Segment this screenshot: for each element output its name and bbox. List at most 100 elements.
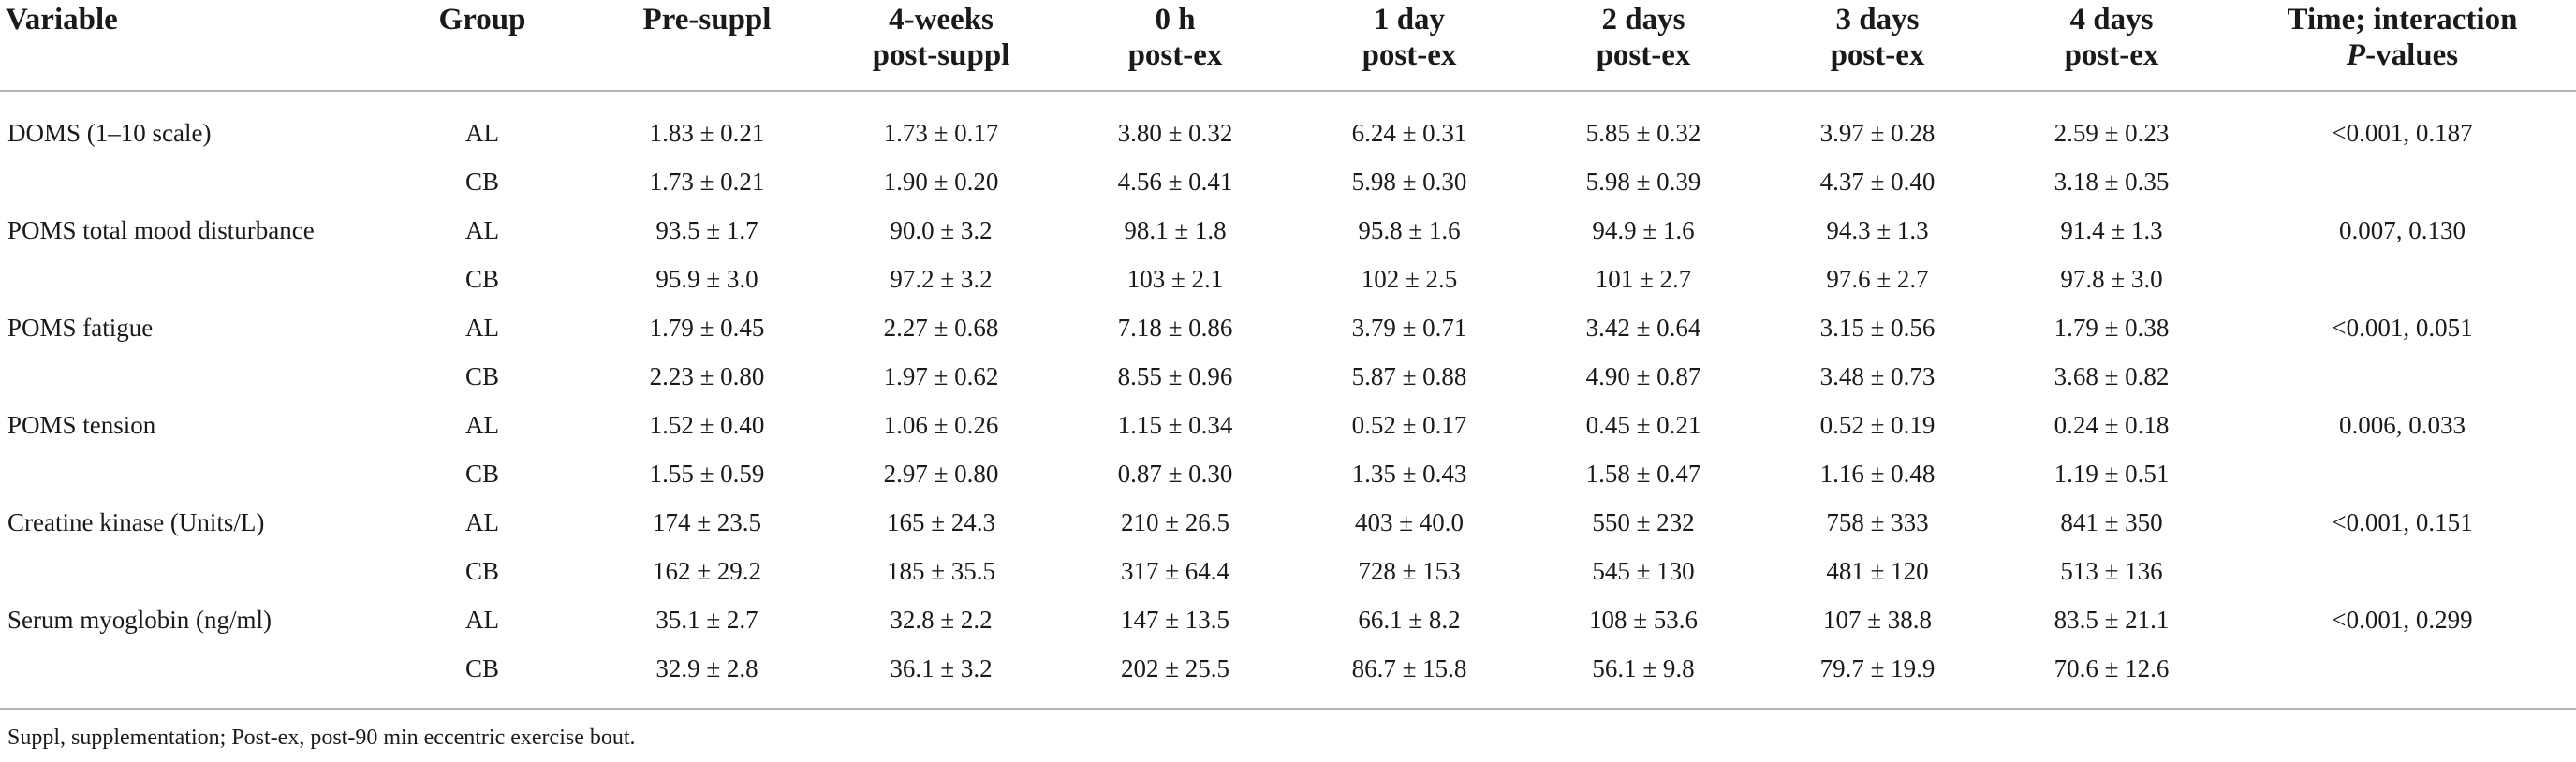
table-cell-variable	[0, 449, 375, 498]
p-letter: P	[2346, 38, 2366, 72]
table-row: CB 1.73 ± 0.21 1.90 ± 0.20 4.56 ± 0.41 5.98 …	[0, 157, 2576, 206]
table-cell-3-days-post-ex: 79.7 ± 19.9	[1760, 644, 1995, 710]
table-cell-pre-suppl: 1.73 ± 0.21	[649, 167, 765, 196]
table-cell-4-days-post-ex: 0.24 ± 0.18	[2053, 410, 2170, 439]
table-row: CB 1.55 ± 0.59 2.97 ± 0.80 0.87 ± 0.30 1.35 …	[0, 449, 2576, 498]
table-cell-time-interaction-p-values: <0.001, 0.051	[2332, 313, 2473, 342]
table-cell-4-days-post-ex: 841 ± 350	[2060, 507, 2163, 536]
table-cell-4-weeks-post-suppl: 36.1 ± 3.2	[824, 644, 1058, 710]
table-cell-4-weeks-post-suppl: 1.97 ± 0.62	[883, 361, 999, 390]
table-cell-3-days-post-ex: 0.52 ± 0.19	[1819, 410, 1936, 439]
table-cell-0h-post-ex: 4.56 ± 0.41	[1117, 167, 1233, 196]
table-cell-1-day-post-ex: 3.79 ± 0.71	[1351, 313, 1467, 342]
header-2-days-post-ex: 2 days post-ex	[1526, 0, 1760, 92]
header-pre-suppl: Pre-suppl	[590, 0, 824, 92]
table-cell-2-days-post-ex: 4.90 ± 0.87	[1585, 361, 1701, 390]
table-cell-3-days-post-ex: 3.97 ± 0.28	[1819, 118, 1936, 147]
table-cell-group: AL	[465, 313, 499, 342]
table-cell-1-day-post-ex: 95.8 ± 1.6	[1358, 215, 1461, 244]
table-cell-4-weeks-post-suppl: 2.27 ± 0.68	[883, 313, 999, 342]
table-cell-2-days-post-ex: 550 ± 232	[1592, 507, 1695, 536]
table-cell-group: AL	[465, 507, 499, 536]
table-cell-4-days-post-ex: 1.19 ± 0.51	[2053, 459, 2170, 488]
table-row: CB 32.9 ± 2.8 36.1 ± 3.2 202 ± 25.5 86.7 ± 1…	[0, 644, 2576, 710]
table-cell-pre-suppl: 93.5 ± 1.7	[655, 215, 758, 244]
table-cell-pre-suppl: 32.9 ± 2.8	[590, 644, 824, 710]
table-cell-0h-post-ex: 3.80 ± 0.32	[1117, 118, 1233, 147]
header-variable: Variable	[0, 0, 375, 92]
header-line2: post-ex	[1596, 38, 1691, 72]
table-cell-2-days-post-ex: 3.42 ± 0.64	[1585, 313, 1701, 342]
table-cell-0h-post-ex: 210 ± 26.5	[1120, 507, 1230, 536]
table-cell-1-day-post-ex: 102 ± 2.5	[1361, 264, 1458, 293]
header-line1: 4-weeks	[889, 3, 994, 37]
table-cell-4-days-post-ex: 70.6 ± 12.6	[1995, 644, 2229, 710]
table-cell-3-days-post-ex: 3.15 ± 0.56	[1819, 313, 1936, 342]
table-cell-4-days-post-ex: 513 ± 136	[2060, 556, 2163, 585]
table-cell-pre-suppl: 1.79 ± 0.45	[649, 313, 765, 342]
table-cell-3-days-post-ex: 758 ± 333	[1826, 507, 1929, 536]
table-cell-pre-suppl: 174 ± 23.5	[652, 507, 762, 536]
table-cell-group: AL	[465, 605, 499, 634]
table-cell-4-weeks-post-suppl: 2.97 ± 0.80	[883, 459, 999, 488]
table-cell-2-days-post-ex: 0.45 ± 0.21	[1585, 410, 1701, 439]
table-cell-time-interaction-p-values	[2229, 547, 2576, 595]
table-cell-2-days-post-ex: 1.58 ± 0.47	[1585, 459, 1701, 488]
header-line2: P-values	[2346, 38, 2459, 72]
header-line1: 3 days	[1835, 3, 1920, 37]
table-row: CB 95.9 ± 3.0 97.2 ± 3.2 103 ± 2.1 102 ± 2.5…	[0, 255, 2576, 303]
header-line1: Variable	[6, 3, 118, 37]
table-cell-4-days-post-ex: 3.18 ± 0.35	[2053, 167, 2170, 196]
table-cell-4-days-post-ex: 3.68 ± 0.82	[2053, 361, 2170, 390]
table-cell-pre-suppl: 1.52 ± 0.40	[649, 410, 765, 439]
table-cell-time-interaction-p-values: <0.001, 0.151	[2332, 507, 2473, 536]
data-table: Variable Group Pre-suppl 4-weeks post-suppl 0…	[0, 0, 2576, 710]
table-cell-1-day-post-ex: 1.35 ± 0.43	[1351, 459, 1467, 488]
table-row: POMS total mood disturbance AL 93.5 ± 1.7 9…	[0, 206, 2576, 255]
table-cell-group: CB	[464, 459, 500, 488]
table-cell-time-interaction-p-values: <0.001, 0.187	[2332, 118, 2473, 147]
table-cell-0h-post-ex: 147 ± 13.5	[1120, 605, 1230, 634]
table-row: CB 2.23 ± 0.80 1.97 ± 0.62 8.55 ± 0.96 5.87 …	[0, 352, 2576, 401]
table-cell-variable: POMS tension	[7, 410, 156, 439]
table-cell-4-days-post-ex: 1.79 ± 0.38	[2053, 313, 2170, 342]
table-cell-3-days-post-ex: 1.16 ± 0.48	[1819, 459, 1936, 488]
table-cell-3-days-post-ex: 94.3 ± 1.3	[1826, 215, 1929, 244]
table-cell-group: CB	[464, 556, 500, 585]
header-group: Group	[375, 0, 590, 92]
table-cell-1-day-post-ex: 5.98 ± 0.30	[1351, 167, 1467, 196]
table-cell-4-weeks-post-suppl: 97.2 ± 3.2	[890, 264, 993, 293]
table-cell-pre-suppl: 2.23 ± 0.80	[649, 361, 765, 390]
header-row: Variable Group Pre-suppl 4-weeks post-suppl 0…	[0, 0, 2576, 92]
table-cell-time-interaction-p-values	[2229, 644, 2576, 710]
table-row: Serum myoglobin (ng/ml) AL 35.1 ± 2.7 32.8 …	[0, 595, 2576, 644]
table-cell-1-day-post-ex: 728 ± 153	[1358, 556, 1461, 585]
table-cell-1-day-post-ex: 86.7 ± 15.8	[1292, 644, 1526, 710]
header-1-day-post-ex: 1 day post-ex	[1292, 0, 1526, 92]
table-cell-time-interaction-p-values	[2229, 157, 2576, 206]
table-cell-2-days-post-ex: 108 ± 53.6	[1588, 605, 1699, 634]
table-row: POMS tension AL 1.52 ± 0.40 1.06 ± 0.26 1.15…	[0, 401, 2576, 449]
table-cell-4-days-post-ex: 83.5 ± 21.1	[2053, 605, 2170, 634]
table-cell-3-days-post-ex: 97.6 ± 2.7	[1826, 264, 1929, 293]
table-cell-time-interaction-p-values	[2229, 449, 2576, 498]
header-line1: 2 days	[1601, 3, 1685, 37]
table-body: DOMS (1–10 scale) AL 1.83 ± 0.21 1.73 ± 0.1…	[0, 91, 2576, 710]
table-cell-0h-post-ex: 8.55 ± 0.96	[1117, 361, 1233, 390]
table-cell-4-weeks-post-suppl: 1.90 ± 0.20	[883, 167, 999, 196]
table-row: DOMS (1–10 scale) AL 1.83 ± 0.21 1.73 ± 0.1…	[0, 91, 2576, 157]
table-cell-4-weeks-post-suppl: 1.06 ± 0.26	[883, 410, 999, 439]
table-cell-pre-suppl: 35.1 ± 2.7	[655, 605, 758, 634]
table-row: CB 162 ± 29.2 185 ± 35.5 317 ± 64.4 728 ± 15…	[0, 547, 2576, 595]
table-cell-0h-post-ex: 317 ± 64.4	[1120, 556, 1230, 585]
table-cell-0h-post-ex: 103 ± 2.1	[1126, 264, 1224, 293]
header-line1: Group	[438, 3, 526, 37]
table-cell-time-interaction-p-values: 0.007, 0.130	[2339, 215, 2466, 244]
table-cell-group: CB	[464, 361, 500, 390]
table-cell-group: AL	[465, 410, 499, 439]
table-cell-0h-post-ex: 7.18 ± 0.86	[1117, 313, 1233, 342]
table-cell-0h-post-ex: 0.87 ± 0.30	[1117, 459, 1233, 488]
table-cell-4-weeks-post-suppl: 90.0 ± 3.2	[890, 215, 993, 244]
table-cell-group: AL	[465, 118, 499, 147]
header-line2: post-ex	[1362, 38, 1457, 72]
